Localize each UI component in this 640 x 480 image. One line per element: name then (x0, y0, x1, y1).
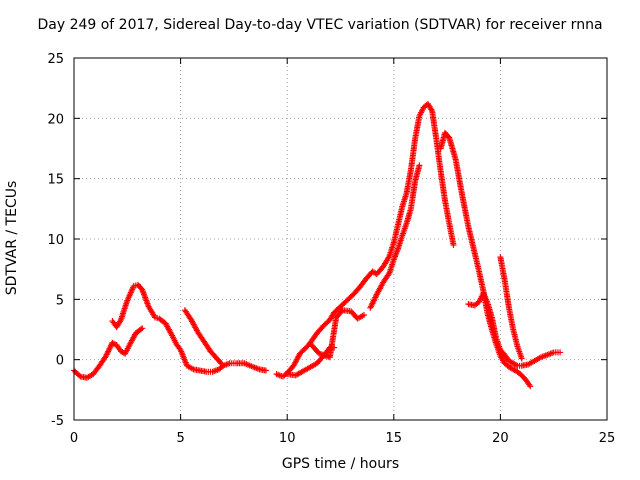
y-tick-label: 25 (47, 52, 64, 67)
data-point (338, 308, 345, 315)
data-point (217, 359, 224, 366)
x-tick-label: 10 (279, 431, 296, 446)
y-tick-label: 0 (56, 354, 64, 369)
x-tick-label: 25 (599, 431, 616, 446)
data-point (527, 383, 534, 390)
data-point (416, 162, 423, 169)
y-tick-label: -5 (51, 414, 64, 429)
axis-ticks: 0 5 10 15 20 25 -5 0 5 10 15 20 25 (47, 52, 615, 446)
data-point (385, 271, 392, 278)
data-point (262, 367, 269, 374)
data-point (557, 349, 564, 356)
data-point (450, 242, 457, 249)
x-tick-label: 0 (70, 431, 78, 446)
x-tick-label: 5 (176, 431, 184, 446)
x-axis-label: GPS time / hours (281, 456, 400, 472)
data-points (71, 100, 564, 390)
data-point (139, 325, 146, 332)
plot-frame (73, 57, 608, 421)
data-point (218, 360, 225, 367)
y-tick-label: 5 (56, 293, 64, 308)
y-tick-label: 15 (47, 173, 64, 188)
data-point (518, 355, 525, 362)
x-tick-label: 20 (492, 431, 509, 446)
chart-title: Day 249 of 2017, Sidereal Day-to-day VTE… (37, 17, 603, 33)
y-tick-label: 10 (47, 233, 64, 248)
data-point (360, 312, 367, 319)
y-tick-label: 20 (47, 112, 64, 127)
x-tick-label: 15 (386, 431, 403, 446)
data-point (137, 326, 144, 333)
